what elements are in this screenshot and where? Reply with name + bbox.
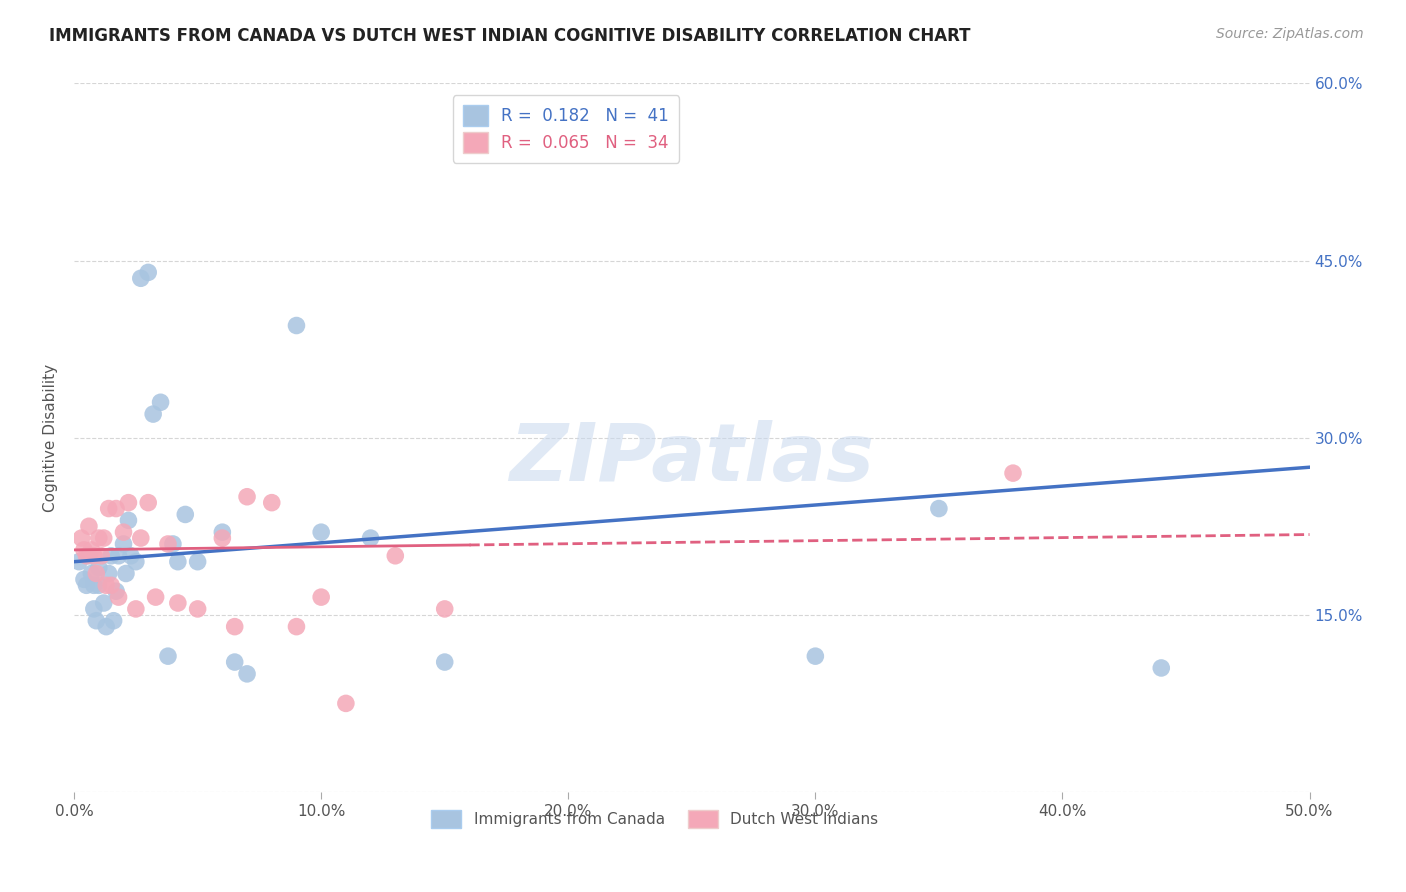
Point xyxy=(105,584,128,599)
Point xyxy=(156,649,179,664)
Point xyxy=(187,555,209,569)
Point xyxy=(125,555,148,569)
Point xyxy=(112,537,135,551)
Point xyxy=(87,578,110,592)
Text: ZIPatlas: ZIPatlas xyxy=(509,420,875,498)
Point xyxy=(117,496,139,510)
Point xyxy=(86,566,108,581)
Point xyxy=(149,395,172,409)
Point xyxy=(384,549,406,563)
Legend: Immigrants from Canada, Dutch West Indians: Immigrants from Canada, Dutch West India… xyxy=(425,804,884,834)
Point xyxy=(107,549,129,563)
Point xyxy=(120,549,142,563)
Text: IMMIGRANTS FROM CANADA VS DUTCH WEST INDIAN COGNITIVE DISABILITY CORRELATION CHA: IMMIGRANTS FROM CANADA VS DUTCH WEST IND… xyxy=(49,27,970,45)
Point xyxy=(80,542,103,557)
Point xyxy=(125,602,148,616)
Point xyxy=(129,531,152,545)
Point xyxy=(156,537,179,551)
Point xyxy=(93,531,115,545)
Y-axis label: Cognitive Disability: Cognitive Disability xyxy=(44,364,58,512)
Point xyxy=(100,549,122,563)
Point xyxy=(433,655,456,669)
Point xyxy=(80,566,103,581)
Point xyxy=(83,578,105,592)
Point xyxy=(309,590,332,604)
Point xyxy=(211,525,233,540)
Point xyxy=(112,525,135,540)
Point xyxy=(73,573,96,587)
Text: Source: ZipAtlas.com: Source: ZipAtlas.com xyxy=(1216,27,1364,41)
Point xyxy=(105,501,128,516)
Point xyxy=(87,531,110,545)
Point xyxy=(83,602,105,616)
Point xyxy=(97,501,120,516)
Point xyxy=(136,496,159,510)
Point xyxy=(77,519,100,533)
Point xyxy=(77,549,100,563)
Point xyxy=(1150,661,1173,675)
Point xyxy=(285,318,308,333)
Point xyxy=(1001,466,1024,480)
Point xyxy=(211,531,233,545)
Point xyxy=(103,614,125,628)
Point xyxy=(360,531,382,545)
Point xyxy=(167,596,190,610)
Point xyxy=(236,666,259,681)
Point xyxy=(174,508,197,522)
Point xyxy=(260,496,283,510)
Point xyxy=(70,531,93,545)
Point xyxy=(224,620,246,634)
Point xyxy=(433,602,456,616)
Point xyxy=(167,555,190,569)
Point xyxy=(87,560,110,574)
Point xyxy=(804,649,827,664)
Point xyxy=(107,590,129,604)
Point xyxy=(93,596,115,610)
Point xyxy=(236,490,259,504)
Point xyxy=(96,620,118,634)
Point xyxy=(145,590,167,604)
Point xyxy=(136,265,159,279)
Point xyxy=(83,549,105,563)
Point xyxy=(285,620,308,634)
Point xyxy=(67,555,90,569)
Point xyxy=(90,549,112,563)
Point xyxy=(73,542,96,557)
Point xyxy=(142,407,165,421)
Point xyxy=(75,578,97,592)
Point xyxy=(224,655,246,669)
Point xyxy=(129,271,152,285)
Point xyxy=(96,578,118,592)
Point xyxy=(117,513,139,527)
Point xyxy=(309,525,332,540)
Point xyxy=(115,566,138,581)
Point xyxy=(86,614,108,628)
Point xyxy=(928,501,950,516)
Point xyxy=(162,537,184,551)
Point xyxy=(75,549,97,563)
Point xyxy=(187,602,209,616)
Point xyxy=(335,697,357,711)
Point xyxy=(97,566,120,581)
Point xyxy=(100,578,122,592)
